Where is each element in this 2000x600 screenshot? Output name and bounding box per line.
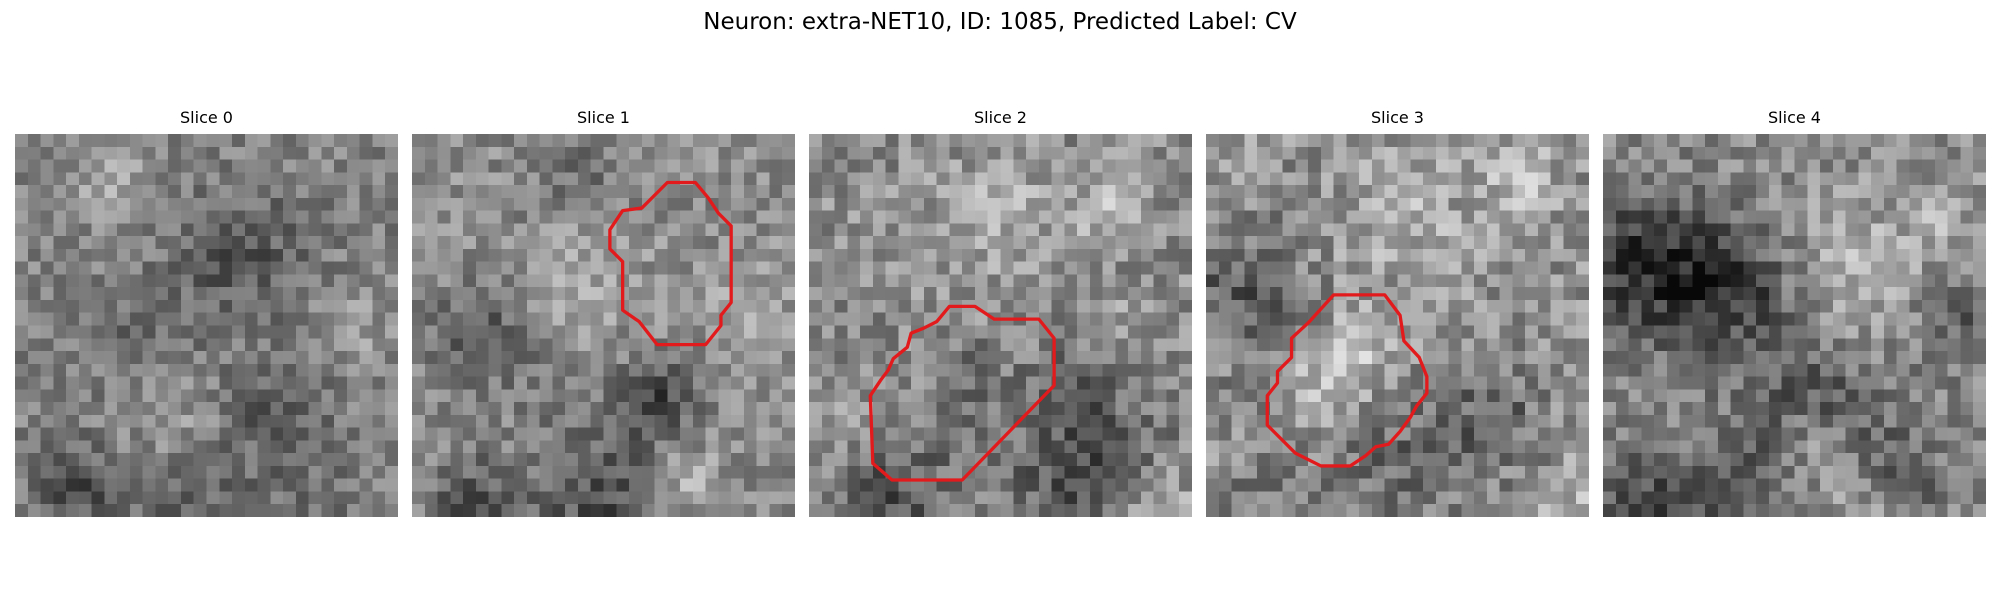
slice-image [412,134,795,517]
slice-title: Slice 1 [577,108,630,127]
slice-panel-1: Slice 1 [412,108,795,517]
slice-image [1206,134,1589,517]
slice-panel-3: Slice 3 [1206,108,1589,517]
pixel-grid [412,134,795,517]
roi-contour [608,180,733,347]
slice-panel-4: Slice 4 [1603,108,1986,517]
slice-panel-2: Slice 2 [809,108,1192,517]
slice-image [15,134,398,517]
roi-contour [868,304,1056,482]
slice-title: Slice 3 [1371,108,1424,127]
roi-contour [1265,293,1429,468]
pixel-grid [809,134,1192,517]
slice-title: Slice 2 [974,108,1027,127]
pixel-grid [1603,134,1986,517]
slice-panel-0: Slice 0 [15,108,398,517]
pixel-grid [15,134,398,517]
figure-title: Neuron: extra-NET10, ID: 1085, Predicted… [703,9,1297,35]
slice-title: Slice 0 [180,108,233,127]
slice-image [809,134,1192,517]
slice-title: Slice 4 [1768,108,1821,127]
pixel-grid [1206,134,1589,517]
slice-image [1603,134,1986,517]
